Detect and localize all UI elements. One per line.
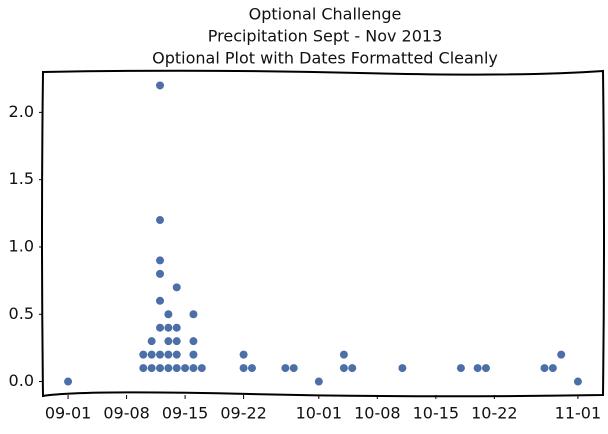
point — [289, 364, 298, 373]
point — [164, 337, 173, 346]
point — [156, 323, 165, 332]
point — [147, 350, 156, 359]
point — [239, 350, 248, 359]
point — [398, 364, 407, 373]
point — [314, 377, 323, 386]
chart-title: Optional Challenge — [249, 5, 402, 24]
point — [281, 364, 290, 373]
point — [481, 364, 490, 373]
point — [189, 364, 198, 373]
point — [156, 364, 165, 373]
x-tick-label: 10-22 — [471, 404, 518, 423]
point — [540, 364, 549, 373]
point — [348, 364, 357, 373]
point — [239, 364, 248, 373]
x-tick-label: 10-08 — [354, 404, 401, 423]
point — [164, 364, 173, 373]
point — [164, 323, 173, 332]
point — [339, 364, 348, 373]
x-tick-label: 10-15 — [413, 404, 460, 423]
point — [156, 256, 165, 265]
chart-title: Precipitation Sept - Nov 2013 — [208, 27, 443, 46]
x-tick-label: 09-15 — [162, 404, 209, 423]
point — [172, 323, 181, 332]
point — [247, 364, 256, 373]
point — [139, 364, 148, 373]
y-tick-label: 1.5 — [9, 169, 34, 188]
point — [156, 269, 165, 278]
x-tick-label: 09-01 — [45, 404, 92, 423]
point — [164, 350, 173, 359]
chart-title: Optional Plot with Dates Formatted Clean… — [152, 49, 498, 68]
point — [189, 310, 198, 319]
point — [64, 377, 73, 386]
point — [189, 350, 198, 359]
point — [156, 81, 165, 90]
point — [573, 377, 582, 386]
x-tick-label: 09-22 — [220, 404, 267, 423]
point — [456, 364, 465, 373]
point — [172, 364, 181, 373]
point — [156, 216, 165, 225]
y-tick-label: 0.5 — [9, 304, 34, 323]
point — [339, 350, 348, 359]
point — [139, 350, 148, 359]
point — [147, 364, 156, 373]
point — [473, 364, 482, 373]
point — [172, 337, 181, 346]
point — [548, 364, 557, 373]
point — [156, 350, 165, 359]
y-tick-label: 1.0 — [9, 236, 34, 255]
point — [172, 283, 181, 292]
x-tick-label: 09-08 — [103, 404, 150, 423]
point — [147, 337, 156, 346]
point — [557, 350, 566, 359]
x-tick-label: 11-01 — [555, 404, 602, 423]
y-tick-label: 0.0 — [9, 371, 34, 390]
point — [189, 337, 198, 346]
point — [156, 296, 165, 305]
point — [181, 364, 190, 373]
y-tick-label: 2.0 — [9, 102, 34, 121]
point — [172, 350, 181, 359]
x-tick-label: 10-01 — [296, 404, 343, 423]
point — [197, 364, 206, 373]
plot-frame — [41, 69, 605, 398]
point — [164, 310, 173, 319]
